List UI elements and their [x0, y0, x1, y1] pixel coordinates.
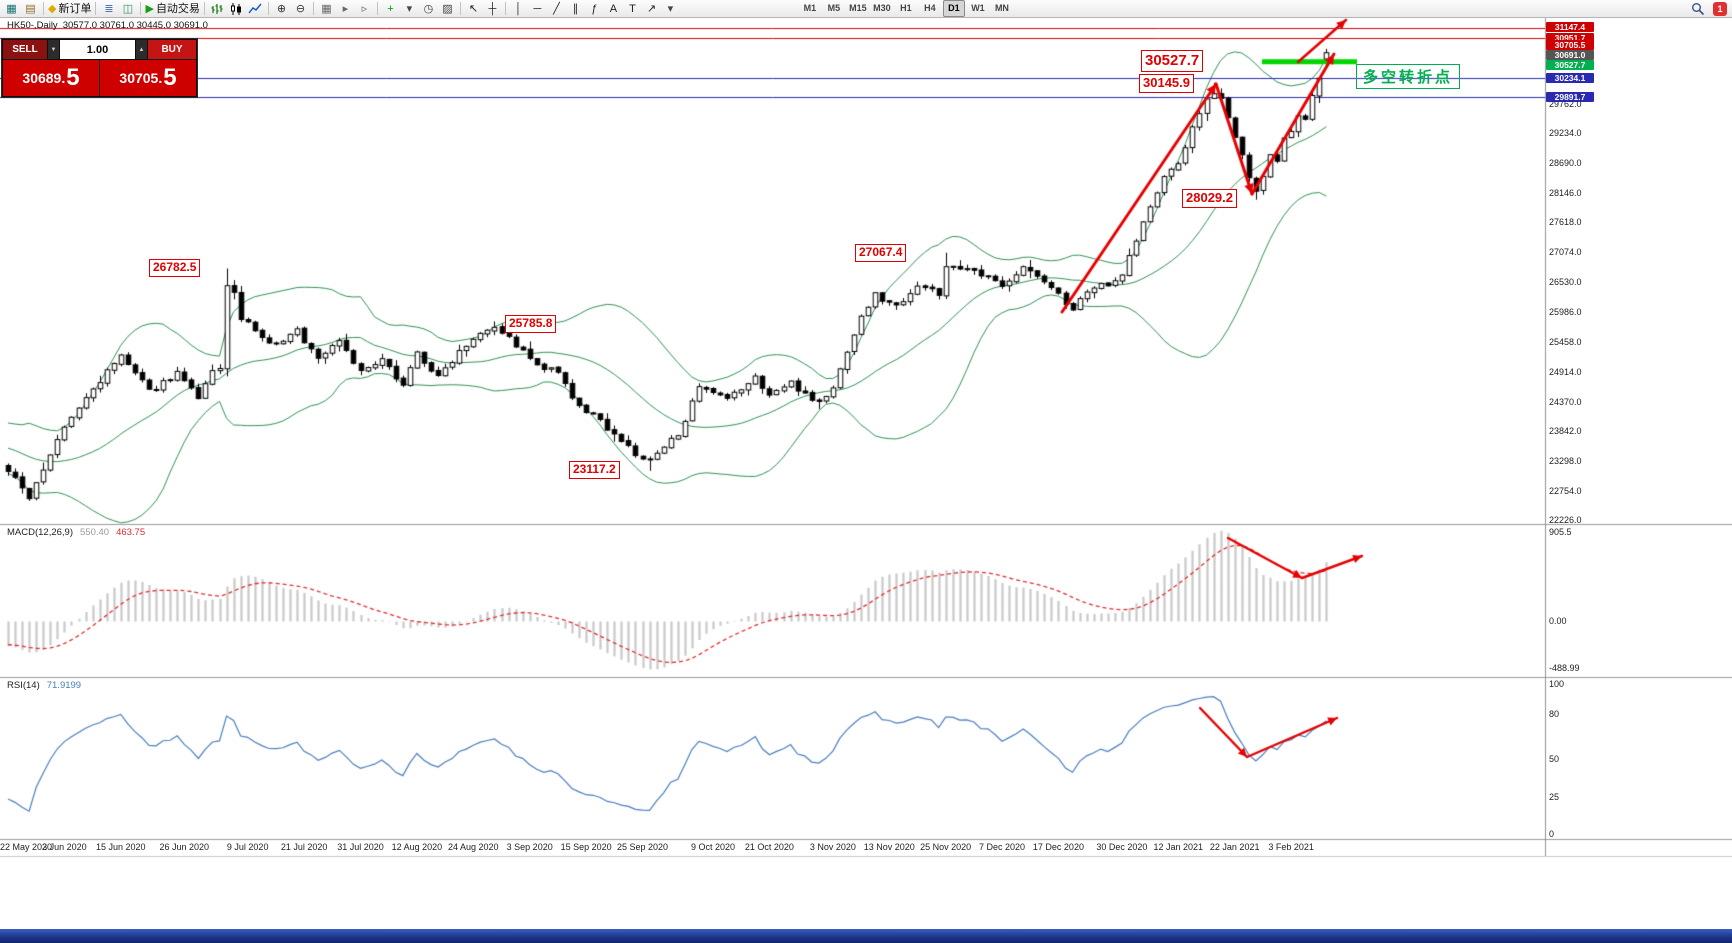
- tile-windows-icon[interactable]: ▦: [321, 2, 332, 15]
- fibonacci-icon[interactable]: ƒ: [591, 2, 598, 15]
- notification-badge[interactable]: 1: [1713, 2, 1727, 16]
- chart-shift-icon[interactable]: ▹: [361, 2, 368, 15]
- toolbar-icon-group: ▦ ▤ ◆ 新订单 ≣ ◫ ▶ 自动交易 ⊕ ⊖ ▦ ▸ ▹ + ▾ ◷ ▨ ↖ ┼ │ ─ ╱ ∥ ƒ A T ↗ ▾: [2, 0, 680, 18]
- channel-icon[interactable]: ∥: [572, 2, 579, 15]
- toolbar-separator: [95, 2, 97, 15]
- toolbar-right-group: 1: [1688, 1, 1727, 17]
- toolbar-separator: [267, 2, 269, 15]
- buy-price-pip: 5: [163, 64, 177, 91]
- trade-controls-row: SELL ▼ ▲ BUY: [2, 39, 197, 60]
- text-icon[interactable]: T: [629, 2, 636, 15]
- buy-price-value: 30705.: [119, 70, 163, 86]
- candlestick-chart-type-icon[interactable]: [227, 1, 246, 17]
- toolbar-separator: [312, 2, 314, 15]
- zoom-in-icon[interactable]: ⊕: [276, 2, 287, 15]
- toolbar-separator: [203, 2, 205, 15]
- cursor-icon[interactable]: ↖: [468, 2, 479, 15]
- volume-increase-button[interactable]: ▲: [136, 40, 147, 59]
- buy-price-display[interactable]: 30705. 5: [100, 60, 196, 96]
- search-icon[interactable]: [1688, 1, 1707, 17]
- toolbar-separator: [504, 2, 506, 15]
- vertical-line-icon[interactable]: │: [515, 2, 522, 15]
- timeframe-m15[interactable]: M15: [849, 3, 867, 13]
- sell-button[interactable]: SELL: [3, 40, 47, 59]
- arrows-dropdown-icon[interactable]: ▾: [667, 2, 674, 15]
- autotrading-button[interactable]: ▶ 自动交易: [145, 2, 200, 15]
- taskbar[interactable]: [0, 929, 1732, 943]
- indicators-dropdown-icon[interactable]: ▾: [406, 2, 413, 15]
- timeframe-m30[interactable]: M30: [873, 3, 891, 13]
- volume-decrease-button[interactable]: ▼: [48, 40, 59, 59]
- crosshair-icon[interactable]: ┼: [488, 2, 497, 15]
- new-chart-icon[interactable]: ▦: [6, 2, 17, 15]
- chart-profiles-icon[interactable]: ▤: [25, 2, 36, 15]
- toolbar: ▦ ▤ ◆ 新订单 ≣ ◫ ▶ 自动交易 ⊕ ⊖ ▦ ▸ ▹ + ▾ ◷ ▨ ↖ ┼ │ ─ ╱ ∥ ƒ A T ↗ ▾ M1 M5 M1…: [0, 0, 1732, 18]
- toolbar-separator: [459, 2, 461, 15]
- toolbar-separator: [376, 2, 378, 15]
- periods-icon[interactable]: ◷: [423, 2, 434, 15]
- timeframe-w1[interactable]: W1: [971, 3, 985, 13]
- volume-input[interactable]: [60, 40, 135, 59]
- timeframe-h1[interactable]: H1: [900, 3, 912, 13]
- text-label-icon[interactable]: A: [609, 2, 618, 15]
- timeframe-m5[interactable]: M5: [827, 3, 841, 13]
- new-order-button[interactable]: ◆ 新订单: [48, 2, 92, 15]
- market-depth-icon[interactable]: ≣: [104, 2, 114, 15]
- bar-chart-type-icon[interactable]: [208, 1, 227, 17]
- toolbar-separator: [140, 2, 142, 15]
- arrows-tool-icon[interactable]: ↗: [646, 2, 657, 15]
- timeframe-h4[interactable]: H4: [924, 3, 936, 13]
- terminal-icon[interactable]: ◫: [122, 2, 134, 15]
- indicators-icon[interactable]: +: [387, 2, 394, 15]
- timeframe-mn[interactable]: MN: [994, 3, 1009, 13]
- horizontal-line-icon[interactable]: ─: [533, 2, 542, 15]
- templates-icon[interactable]: ▨: [442, 2, 453, 15]
- sell-price-pip: 5: [66, 64, 80, 91]
- line-chart-type-icon[interactable]: [246, 1, 265, 17]
- trendline-icon[interactable]: ╱: [553, 2, 560, 15]
- one-click-trading-panel: SELL ▼ ▲ BUY 30689.5 30705.5: [1, 38, 198, 98]
- timeframe-d1[interactable]: D1: [942, 0, 965, 17]
- toolbar-separator: [43, 2, 44, 15]
- timeframe-m1[interactable]: M1: [803, 3, 817, 13]
- zoom-out-icon[interactable]: ⊖: [295, 2, 306, 15]
- sell-price-display[interactable]: 30689. 5: [3, 60, 99, 96]
- auto-scroll-icon[interactable]: ▸: [342, 2, 349, 15]
- timeframe-toolbar: M1 M5 M15 M30 H1 H4 D1 W1 MN: [798, 0, 1014, 17]
- buy-button[interactable]: BUY: [148, 40, 196, 59]
- sell-price-value: 30689.: [22, 70, 66, 86]
- trade-prices-row: 30689. 5 30705. 5: [2, 60, 197, 97]
